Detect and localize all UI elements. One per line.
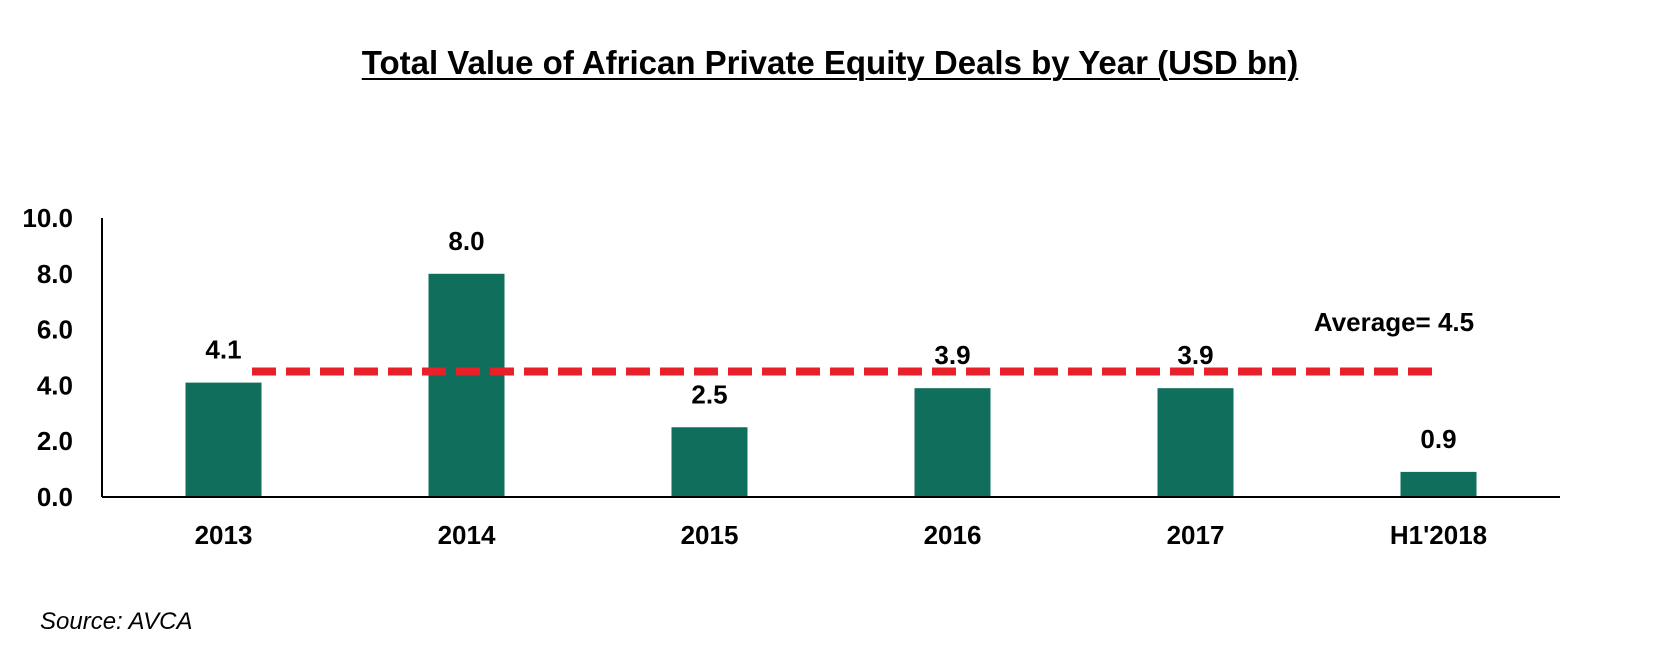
data-label: 3.9: [1177, 340, 1213, 370]
y-tick-label: 8.0: [37, 259, 73, 289]
bar: [914, 388, 991, 497]
x-tick-label: 2015: [681, 520, 739, 550]
bar: [185, 382, 262, 497]
axes: [101, 218, 1560, 498]
x-tick-label: H1'2018: [1390, 520, 1487, 550]
average-label: Average= 4.5: [1314, 307, 1474, 337]
data-label: 3.9: [934, 340, 970, 370]
y-tick-label: 6.0: [37, 315, 73, 345]
bar: [1400, 471, 1477, 497]
x-tick-label: 2014: [438, 520, 496, 550]
bar: [671, 427, 748, 497]
y-axis-ticks: 0.0 2.0 4.0 6.0 8.0 10.0: [22, 203, 73, 512]
y-tick-label: 2.0: [37, 426, 73, 456]
bars: [185, 273, 1477, 497]
bar: [1157, 388, 1234, 497]
source-note: Source: AVCA: [40, 608, 193, 635]
x-tick-label: 2013: [195, 520, 253, 550]
y-tick-label: 4.0: [37, 370, 73, 400]
y-tick-label: 10.0: [22, 203, 73, 233]
data-label: 4.1: [205, 335, 241, 365]
data-labels: 4.1 8.0 2.5 3.9 3.9 0.9: [205, 226, 1456, 454]
average-group: Average= 4.5: [252, 307, 1474, 376]
y-tick-label: 0.0: [37, 482, 73, 512]
data-label: 0.9: [1420, 424, 1456, 454]
data-label: 2.5: [691, 379, 727, 409]
x-tick-label: 2017: [1167, 520, 1225, 550]
chart-title: Total Value of African Private Equity De…: [361, 44, 1299, 81]
category-labels: 2013 2014 2015 2016 2017 H1'2018: [195, 520, 1488, 550]
bar: [428, 273, 505, 497]
x-tick-label: 2016: [924, 520, 982, 550]
data-label: 8.0: [448, 226, 484, 256]
